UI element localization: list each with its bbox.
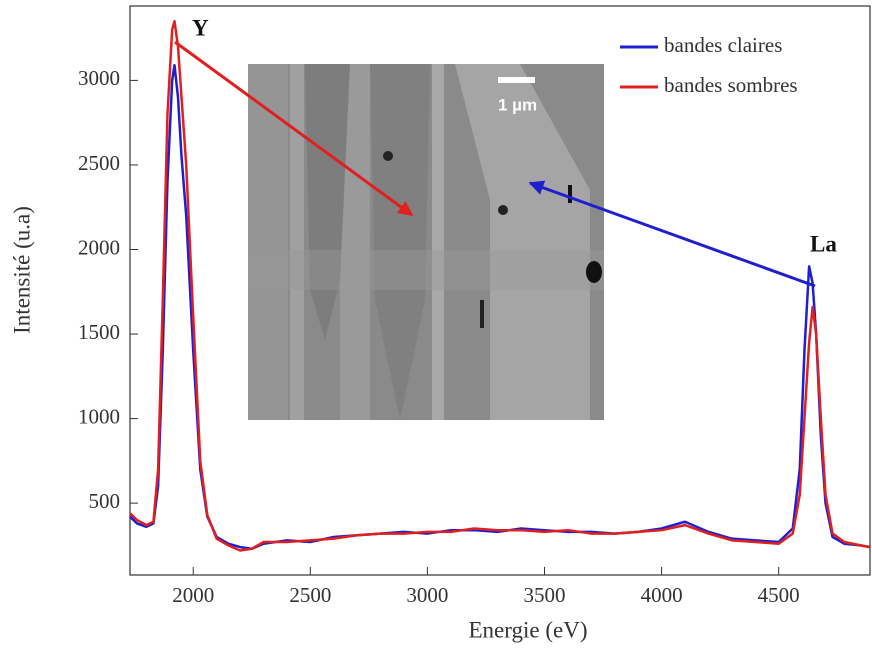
y-axis-label: Intensité (u.a): [9, 206, 34, 334]
x-tick-label: 3000: [406, 583, 448, 607]
x-tick-label: 4500: [758, 583, 800, 607]
x-tick-label: 2000: [172, 583, 214, 607]
y-tick-label: 3000: [78, 66, 120, 90]
x-axis-label: Energie (eV): [469, 617, 588, 642]
plot-frame: [129, 5, 871, 576]
y-tick-label: 2000: [78, 235, 120, 259]
inset-image: [248, 64, 604, 420]
y-tick-label: 2500: [78, 151, 120, 175]
x-tick-label: 4000: [641, 583, 683, 607]
scale-label: 1 µm: [498, 95, 537, 114]
legend-label: bandes sombres: [664, 73, 798, 97]
arrow: [174, 40, 414, 217]
y-tick-label: 1500: [78, 320, 120, 344]
annotation: Y: [192, 15, 209, 40]
y-tick-label: 1000: [78, 404, 120, 428]
series-line: [129, 19, 871, 552]
y-tick-label: 500: [89, 489, 121, 513]
legend-label: bandes claires: [664, 33, 782, 57]
x-tick-label: 2500: [289, 583, 331, 607]
arrow: [528, 180, 816, 288]
x-tick-label: 3500: [523, 583, 565, 607]
annotation: La: [810, 231, 837, 256]
